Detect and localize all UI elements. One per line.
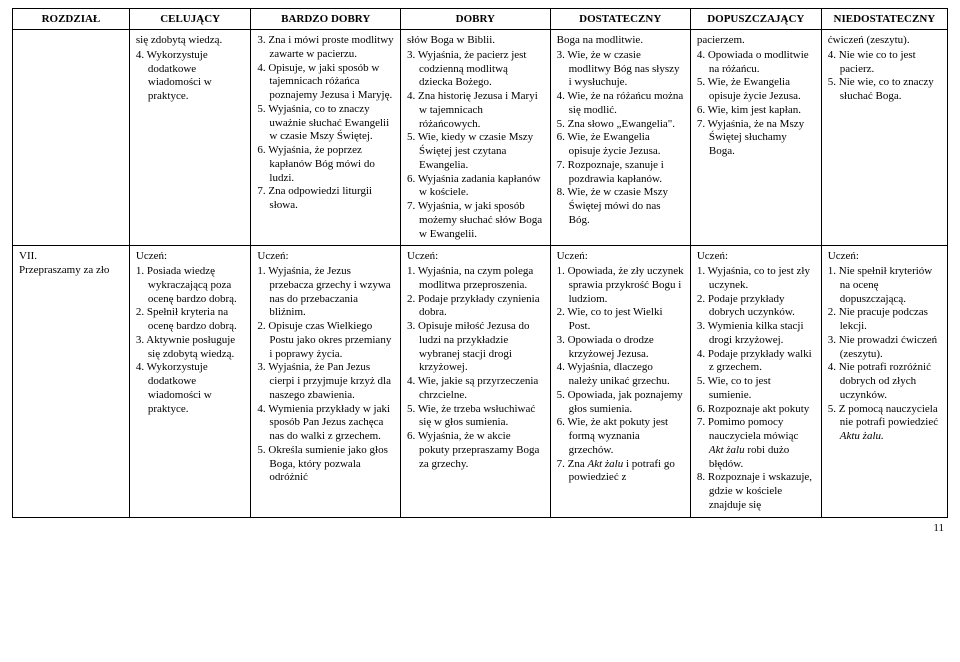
header-dopuszczajacy: DOPUSZCZAJĄCY xyxy=(690,9,821,30)
header-dobry: DOBRY xyxy=(401,9,551,30)
table-row: się zdobytą wiedzą.4. Wykorzystuje dodat… xyxy=(13,30,948,246)
criteria-cell: Uczeń:1. Posiada wiedzę wykraczającą poz… xyxy=(129,246,251,517)
table-row: VII. Przepraszamy za złoUczeń:1. Posiada… xyxy=(13,246,948,517)
criteria-cell: 3. Zna i mówi proste modlitwy zawarte w … xyxy=(251,30,401,246)
header-bardzo-dobry: BARDZO DOBRY xyxy=(251,9,401,30)
section-label-cell xyxy=(13,30,130,246)
criteria-cell: pacierzem.4. Opowiada o modlitwie na róż… xyxy=(690,30,821,246)
criteria-cell: Uczeń:1. Nie spełnił kryteriów na ocenę … xyxy=(821,246,947,517)
criteria-cell: ćwiczeń (zeszytu).4. Nie wie co to jest … xyxy=(821,30,947,246)
section-label-cell: VII. Przepraszamy za zło xyxy=(13,246,130,517)
criteria-cell: słów Boga w Biblii.3. Wyjaśnia, że pacie… xyxy=(401,30,551,246)
criteria-cell: Uczeń:1. Wyjaśnia, że Jezus przebacza gr… xyxy=(251,246,401,517)
criteria-cell: Uczeń:1. Opowiada, że zły uczynek sprawi… xyxy=(550,246,690,517)
header-rozdzial: ROZDZIAŁ xyxy=(13,9,130,30)
criteria-cell: się zdobytą wiedzą.4. Wykorzystuje dodat… xyxy=(129,30,251,246)
header-dostateczny: DOSTATECZNY xyxy=(550,9,690,30)
criteria-table: ROZDZIAŁ CELUJĄCY BARDZO DOBRY DOBRY DOS… xyxy=(12,8,948,518)
criteria-cell: Boga na modlitwie.3. Wie, że w czasie mo… xyxy=(550,30,690,246)
header-row: ROZDZIAŁ CELUJĄCY BARDZO DOBRY DOBRY DOS… xyxy=(13,9,948,30)
criteria-cell: Uczeń:1. Wyjaśnia, co to jest zły uczyne… xyxy=(690,246,821,517)
header-celujacy: CELUJĄCY xyxy=(129,9,251,30)
criteria-cell: Uczeń:1. Wyjaśnia, na czym polega modlit… xyxy=(401,246,551,517)
header-niedostateczny: NIEDOSTATECZNY xyxy=(821,9,947,30)
page-number: 11 xyxy=(12,522,948,534)
